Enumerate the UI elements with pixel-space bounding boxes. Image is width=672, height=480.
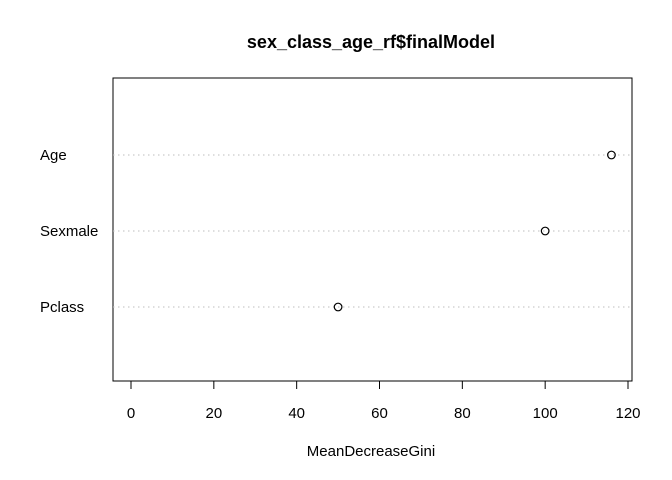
- x-axis: 0 20 40 60 80 100 120: [127, 380, 641, 422]
- x-axis-label: MeanDecreaseGini: [307, 443, 435, 460]
- point-pclass: [333, 302, 343, 312]
- x-tick-label: 120: [615, 405, 640, 422]
- x-tick-label: 60: [371, 405, 388, 422]
- x-tick-label: 0: [127, 405, 135, 422]
- x-tick-label: 100: [533, 405, 558, 422]
- category-label: Pclass: [40, 299, 84, 316]
- point-age: [607, 150, 616, 160]
- category-label: Age: [40, 147, 67, 164]
- category-label: Sexmale: [40, 223, 98, 240]
- category-labels: Age Sexmale Pclass: [40, 147, 98, 316]
- x-tick-label: 20: [205, 405, 222, 422]
- x-tick-label: 40: [288, 405, 305, 422]
- chart-title: sex_class_age_rf$finalModel: [247, 32, 495, 52]
- guide-lines: [113, 154, 632, 308]
- data-points: [333, 150, 616, 312]
- x-tick-label: 80: [454, 405, 471, 422]
- plot-frame: [112, 77, 633, 382]
- point-sexmale: [540, 226, 550, 236]
